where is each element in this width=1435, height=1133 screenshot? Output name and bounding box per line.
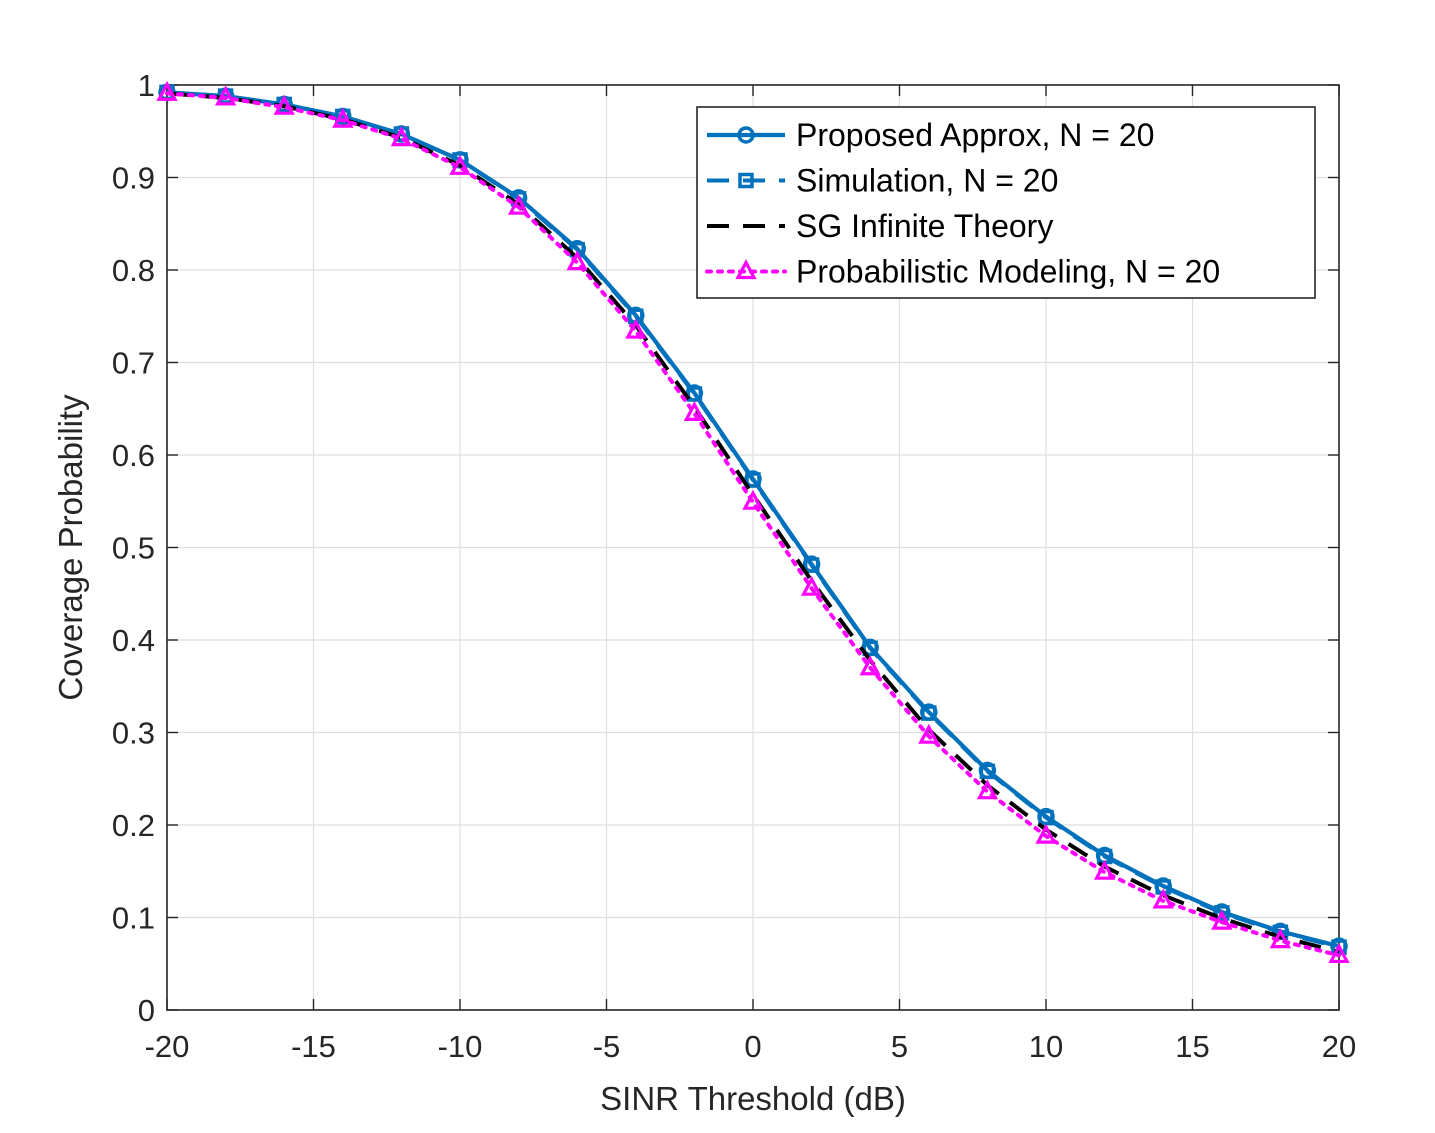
data-point-marker	[918, 723, 940, 744]
legend-label: Probabilistic Modeling, N = 20	[796, 254, 1220, 290]
x-tick-label: 15	[1175, 1029, 1209, 1064]
x-tick-label: -10	[438, 1029, 483, 1064]
y-tick-label: 0.8	[112, 253, 155, 288]
legend-marker-sample	[737, 126, 755, 144]
legend-item: SG Infinite Theory	[707, 208, 1053, 244]
data-point-marker	[803, 557, 820, 573]
data-point-marker	[214, 85, 237, 106]
data-point-marker	[332, 107, 354, 128]
data-point-marker	[507, 194, 530, 215]
data-point-marker	[976, 779, 999, 800]
y-tick-label: 0.3	[112, 716, 155, 751]
y-axis-label: Coverage Probability	[52, 394, 89, 701]
legend-marker-sample	[738, 172, 754, 189]
data-point-marker	[1269, 928, 1292, 949]
legend-label: Proposed Approx, N = 20	[796, 117, 1154, 153]
series-line	[165, 91, 1341, 958]
axis-ticks: -20 -15 -10 -5 0 5 10 15 20 0 0.1 0.2 0.3 0.4 0.5 0.6 0.…	[112, 68, 1356, 1064]
data-point-marker	[686, 386, 703, 402]
y-tick-label: 0.5	[112, 531, 155, 566]
y-tick-label: 0.6	[112, 438, 155, 473]
x-tick-label: -15	[291, 1029, 336, 1064]
x-tick-label: 20	[1322, 1029, 1356, 1064]
legend-label: SG Infinite Theory	[796, 208, 1053, 244]
data-point-marker	[921, 705, 937, 721]
data-point-marker	[156, 80, 178, 101]
data-point-marker	[625, 318, 647, 339]
x-tick-label: -20	[145, 1029, 190, 1064]
data-point-marker	[859, 655, 881, 676]
data-point-marker	[273, 94, 295, 115]
data-point-marker	[1328, 943, 1350, 964]
x-tick-label: -5	[593, 1029, 621, 1064]
data-point-marker	[449, 154, 471, 175]
data-point-marker	[683, 400, 706, 421]
series-4	[156, 80, 1350, 964]
x-axis-label: SINR Threshold (dB)	[600, 1080, 906, 1117]
x-tick-label: 0	[744, 1029, 761, 1064]
data-point-marker	[979, 763, 996, 780]
data-point-marker	[1035, 823, 1057, 844]
y-tick-label: 0	[138, 993, 155, 1028]
legend: Proposed Approx, N = 20 Simulation, N = 2…	[696, 106, 1316, 299]
y-tick-label: 1	[138, 68, 155, 103]
y-tick-label: 0.7	[112, 346, 155, 381]
legend-item: Probabilistic Modeling, N = 20	[705, 254, 1220, 290]
data-point-marker	[1331, 939, 1347, 955]
y-tick-label: 0.9	[112, 161, 155, 196]
data-point-marker	[1038, 809, 1054, 826]
legend-label: Simulation, N = 20	[796, 163, 1058, 199]
data-point-marker	[566, 250, 588, 271]
y-tick-label: 0.1	[112, 901, 155, 936]
y-tick-label: 0.4	[112, 623, 155, 658]
data-point-marker	[1214, 905, 1230, 921]
data-point-marker	[742, 489, 764, 510]
data-point-marker	[745, 472, 761, 488]
legend-item: Proposed Approx, N = 20	[707, 117, 1154, 153]
series-2	[159, 84, 1347, 955]
y-tick-label: 0.2	[112, 808, 155, 843]
data-series	[156, 80, 1350, 964]
legend-item: Simulation, N = 20	[707, 163, 1058, 199]
legend-marker-sample	[735, 259, 757, 280]
data-point-marker	[862, 640, 878, 657]
data-point-marker	[1152, 888, 1174, 909]
data-point-marker	[1211, 909, 1233, 930]
data-point-marker	[390, 126, 413, 147]
series-line	[166, 90, 1340, 950]
legend-box	[696, 106, 1316, 299]
data-point-marker	[800, 575, 823, 596]
x-tick-label: 5	[891, 1029, 908, 1064]
x-tick-label: 10	[1029, 1029, 1063, 1064]
data-point-marker	[1093, 859, 1116, 880]
